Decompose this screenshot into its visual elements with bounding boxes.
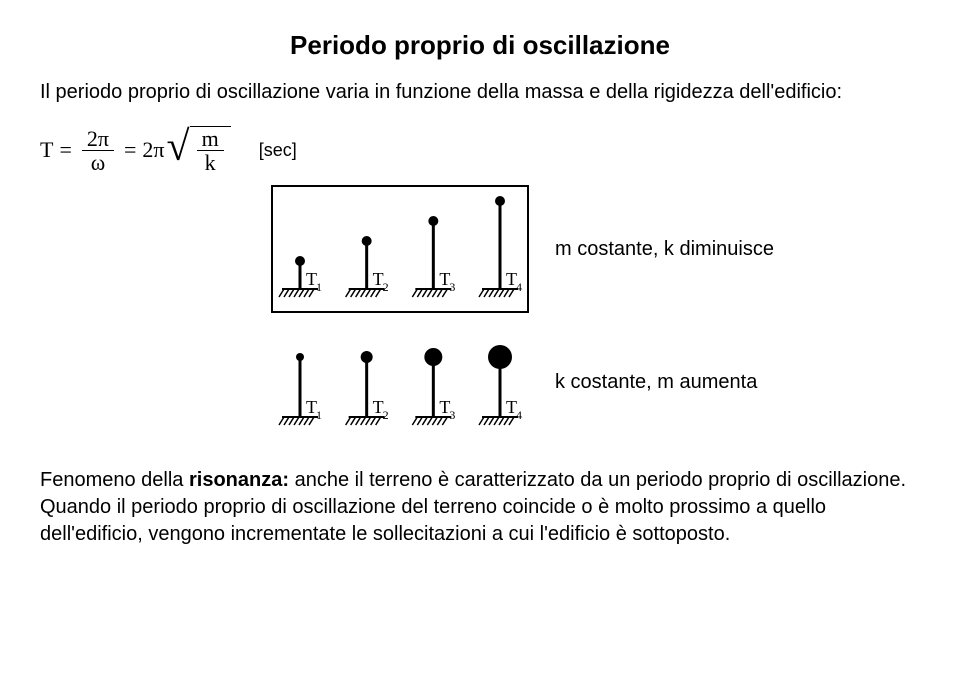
intro-text: Il periodo proprio di oscillazione varia…: [40, 79, 920, 106]
svg-text:4: 4: [516, 408, 522, 422]
page-title: Periodo proprio di oscillazione: [40, 30, 920, 61]
formula-eq1: =: [59, 137, 71, 163]
frac2-den: k: [200, 151, 221, 174]
formula-eq2: =: [124, 137, 136, 163]
svg-text:3: 3: [449, 280, 455, 294]
footer-text: Fenomeno della risonanza: anche il terre…: [40, 467, 920, 548]
frac2-num: m: [197, 127, 224, 151]
formula-frac1: 2π ω: [82, 127, 114, 174]
footer-bold: risonanza:: [189, 469, 289, 491]
formula-coef: 2π: [142, 137, 164, 163]
formula-sqrt: √ m k: [167, 126, 231, 174]
formula-frac2: m k: [197, 127, 224, 174]
diagram-1-caption: m costante, k diminuisce: [555, 238, 774, 261]
footer-lead: Fenomeno della: [40, 469, 189, 491]
radical-icon: √: [167, 132, 190, 180]
diagram-2: T1T2T3T4 k costante, m aumenta: [270, 322, 774, 442]
frac1-den: ω: [86, 151, 110, 174]
diagram-1: T1T2T3T4 m costante, k diminuisce: [270, 184, 774, 314]
formula-unit: [sec]: [259, 140, 297, 161]
formula-T: T: [40, 137, 53, 163]
pendulum-diagram-1: T1T2T3T4: [270, 184, 530, 314]
svg-text:1: 1: [316, 408, 322, 422]
svg-text:3: 3: [449, 408, 455, 422]
svg-text:2: 2: [383, 280, 389, 294]
svg-text:1: 1: [316, 280, 322, 294]
diagram-2-caption: k costante, m aumenta: [555, 371, 757, 394]
frac1-num: 2π: [82, 127, 114, 151]
svg-text:2: 2: [383, 408, 389, 422]
pendulum-diagram-2: T1T2T3T4: [270, 322, 530, 442]
formula: T = 2π ω = 2π √ m k [sec]: [40, 126, 920, 174]
diagram-area: T1T2T3T4 m costante, k diminuisce T1T2T3…: [270, 184, 920, 442]
svg-text:4: 4: [516, 280, 522, 294]
